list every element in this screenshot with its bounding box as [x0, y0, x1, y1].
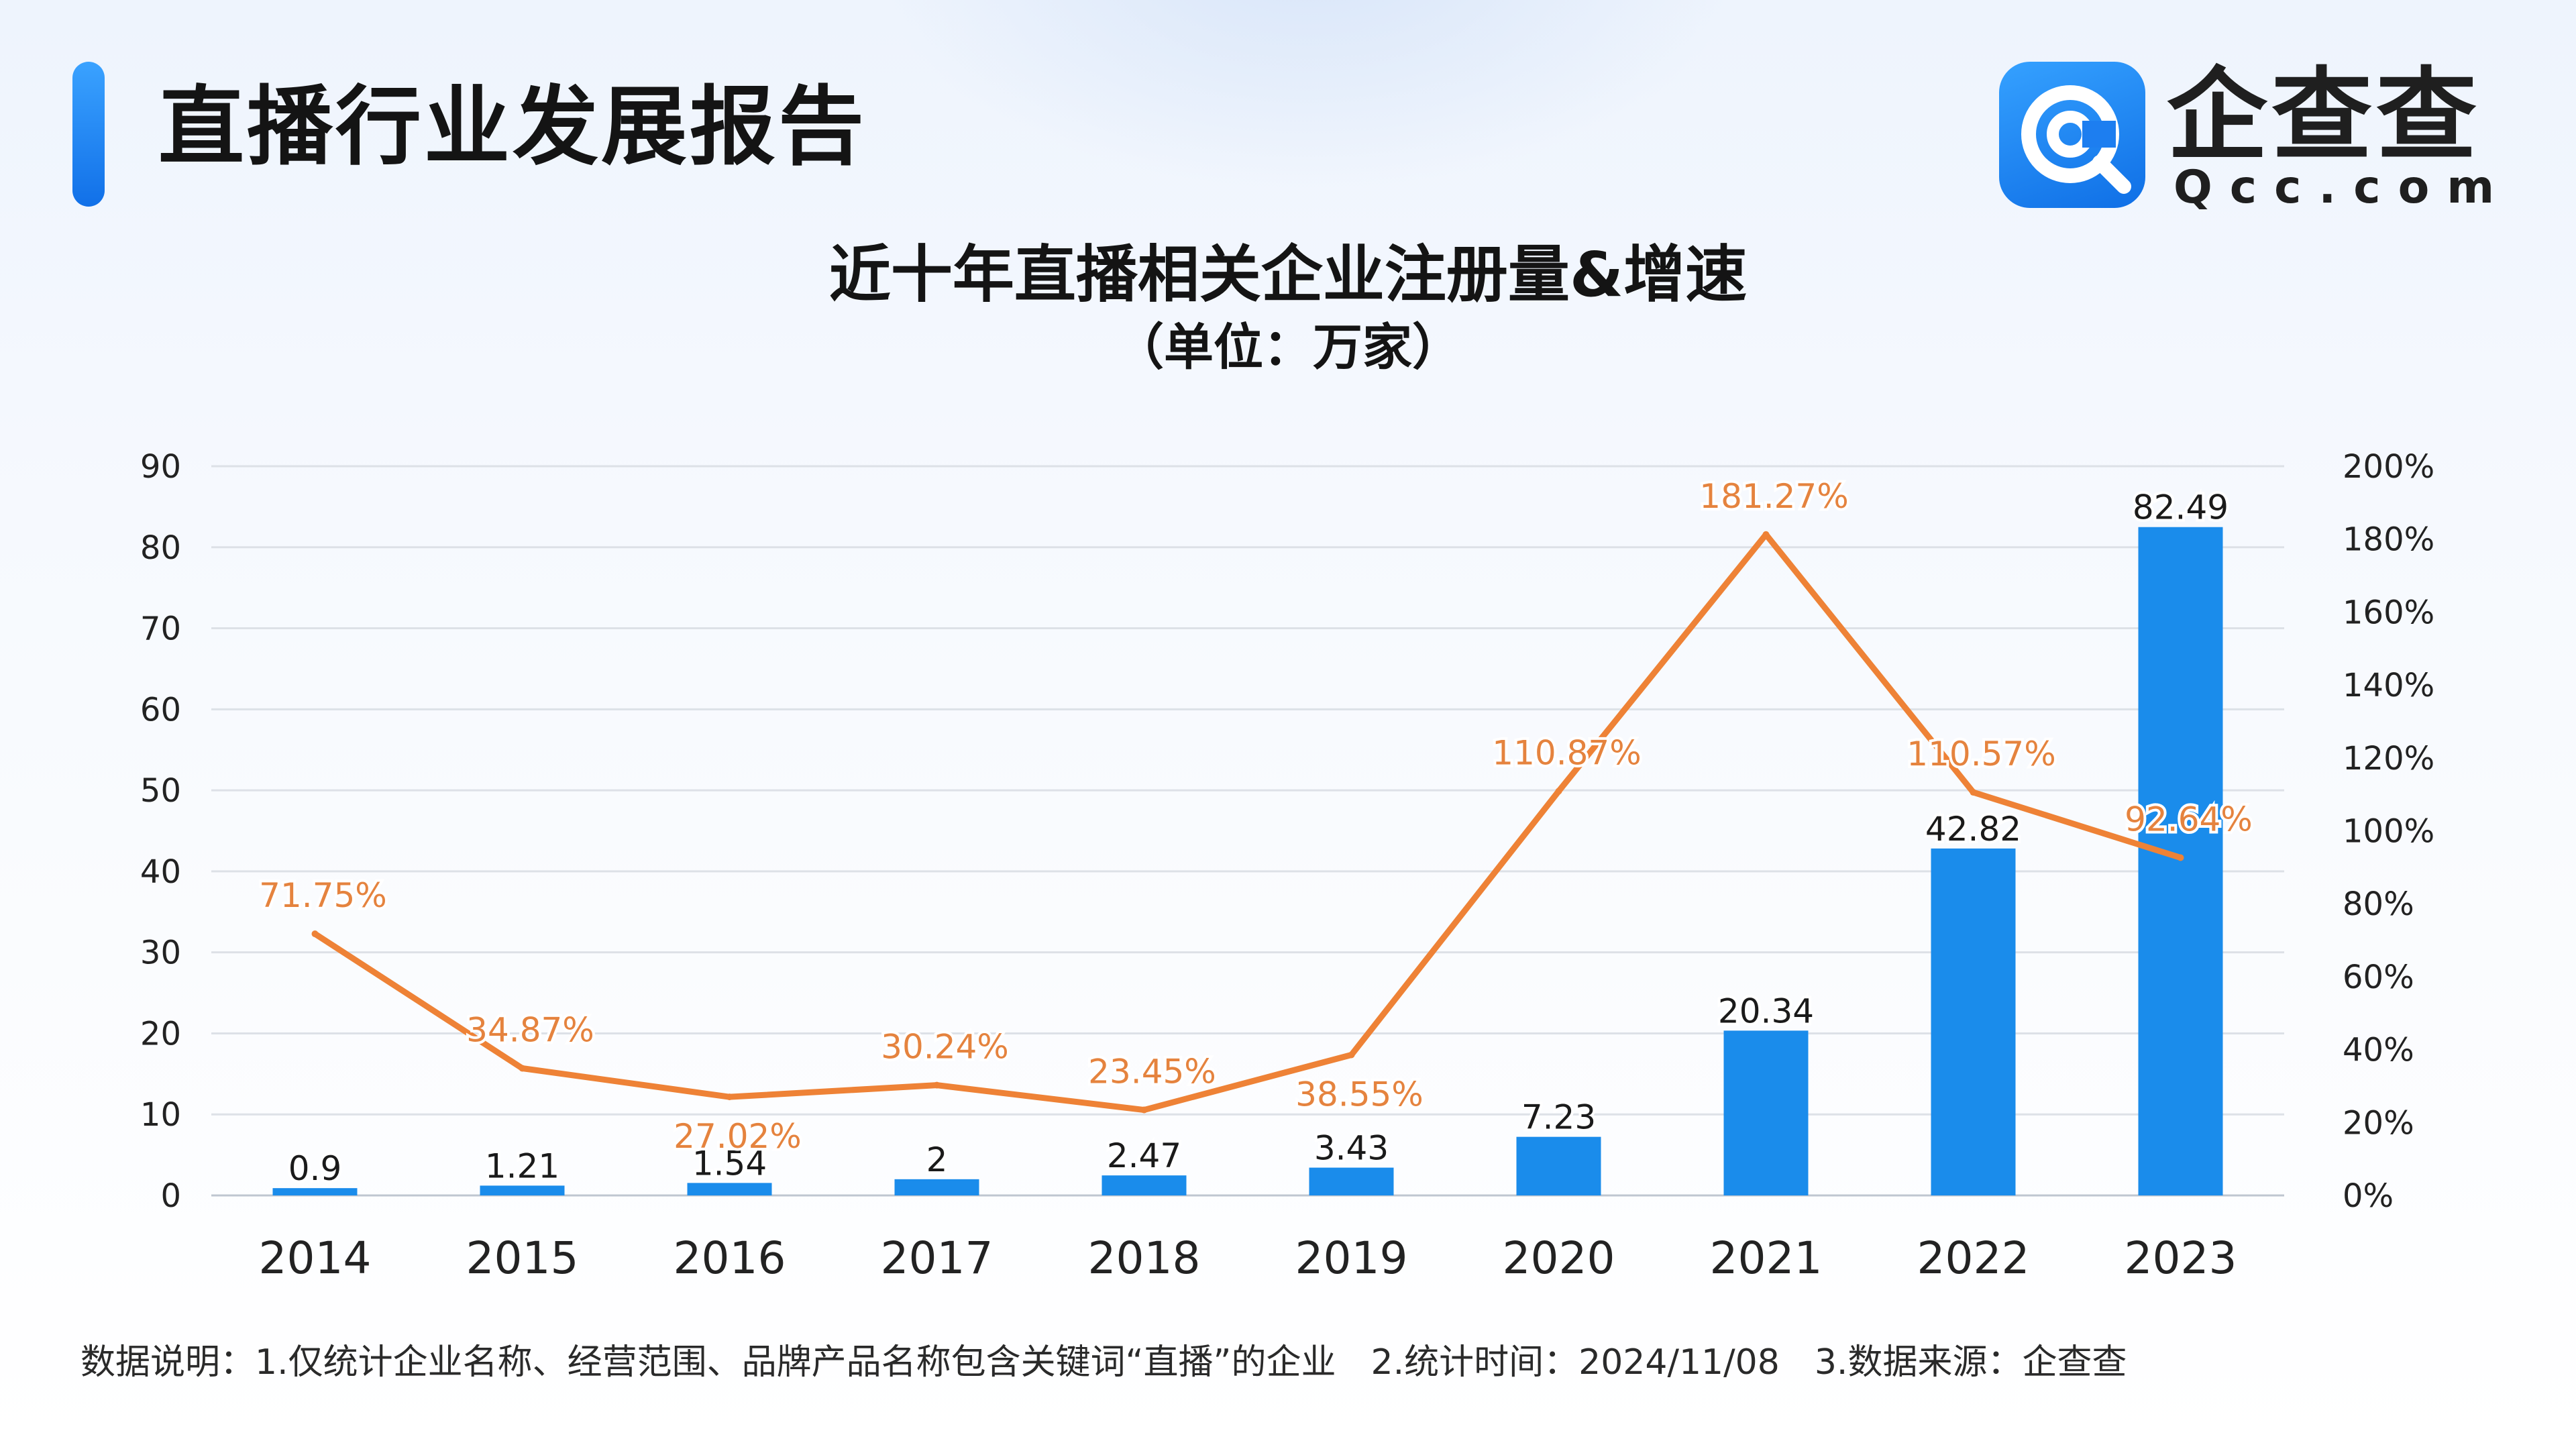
x-tick-label: 2019: [1295, 1232, 1408, 1284]
bar-value-label: 3.43: [1314, 1129, 1389, 1168]
bar-value-label: 1.21: [485, 1146, 559, 1185]
growth-point: [1762, 531, 1770, 538]
y-left-tick-label: 0: [160, 1177, 181, 1215]
y-left-tick-label: 90: [140, 448, 181, 486]
y-right-tick-label: 160%: [2343, 594, 2434, 631]
y-left-tick-label: 80: [140, 529, 181, 567]
title-accent-bar: [72, 62, 105, 207]
bar: [2138, 527, 2223, 1195]
growth-point: [519, 1065, 526, 1072]
y-right-tick-label: 20%: [2343, 1104, 2414, 1142]
bar: [480, 1185, 565, 1195]
y-right-tick-label: 60%: [2343, 959, 2414, 996]
y-right-tick-label: 180%: [2343, 521, 2434, 559]
bar-value-label: 82.49: [2133, 488, 2229, 527]
y-right-tick-label: 40%: [2343, 1032, 2414, 1069]
bar: [1516, 1136, 1601, 1195]
y-left-tick-label: 70: [140, 610, 181, 648]
x-tick-label: 2021: [1710, 1232, 1823, 1284]
growth-point: [1348, 1051, 1355, 1059]
growth-point: [311, 930, 319, 938]
growth-value-label: 92.64%: [2125, 800, 2253, 839]
y-left-tick-label: 60: [140, 691, 181, 729]
axes: 0 10 20 30 40 50 60 70 80 90 0% 20% 40% 60% 80% 100% 120…: [140, 448, 2434, 1284]
growth-point: [1555, 788, 1562, 795]
bar-value-label: 0.9: [288, 1149, 342, 1188]
growth-point: [2177, 854, 2184, 861]
growth-value-label: 181.27%: [1699, 477, 1848, 516]
bar-series: [272, 527, 2223, 1195]
y-left-tick-label: 40: [140, 853, 181, 891]
growth-value-label: 30.24%: [881, 1028, 1009, 1067]
growth-value-label: 71.75%: [259, 876, 387, 915]
y-right-tick-label: 100%: [2343, 813, 2434, 851]
growth-point: [1140, 1106, 1148, 1114]
data-labels: 0.9 1.21 1.54 2 2.47 3.43 7.23 20.34 42.82 82.49 7…: [256, 474, 2255, 1191]
footnote-date: 2.统计时间：2024/11/08: [1371, 1342, 1780, 1383]
bar-value-label: 42.82: [1925, 810, 2021, 849]
bar-value-label: 1.54: [692, 1144, 767, 1183]
bar: [1931, 848, 2016, 1195]
footnote-scope: 数据说明：1.仅统计企业名称、经营范围、品牌产品名称包含关键词“直播”的企业: [80, 1342, 1336, 1383]
x-tick-label: 2020: [1503, 1232, 1615, 1284]
bar-value-label: 7.23: [1521, 1098, 1596, 1137]
y-right-tick-label: 120%: [2343, 740, 2434, 777]
growth-point: [1970, 789, 1977, 796]
y-right-tick-label: 80%: [2343, 885, 2414, 923]
x-tick-label: 2018: [1088, 1232, 1201, 1284]
y-left-tick-label: 30: [140, 934, 181, 972]
bar-value-label: 2: [926, 1140, 948, 1179]
x-tick-label: 2022: [1917, 1232, 2030, 1284]
bar-value-label: 20.34: [1718, 991, 1814, 1030]
growth-value-label: 34.87%: [466, 1010, 594, 1049]
bar: [1102, 1175, 1187, 1195]
y-right-tick-label: 200%: [2343, 448, 2434, 486]
growth-point: [726, 1093, 733, 1101]
y-right-tick-label: 140%: [2343, 667, 2434, 704]
x-tick-label: 2015: [466, 1232, 579, 1284]
x-tick-label: 2017: [881, 1232, 994, 1284]
brand-domain: Qcc.com: [2174, 161, 2512, 214]
bar: [272, 1188, 358, 1195]
x-tick-label: 2014: [259, 1232, 372, 1284]
growth-value-label: 23.45%: [1088, 1053, 1216, 1091]
footnote-source: 3.数据来源：企查查: [1814, 1342, 2127, 1383]
growth-line-series: [311, 531, 2184, 1114]
bar: [894, 1179, 979, 1195]
brand-name: 企查查: [2167, 58, 2481, 174]
x-tick-label: 2016: [674, 1232, 786, 1284]
footnote: 数据说明：1.仅统计企业名称、经营范围、品牌产品名称包含关键词“直播”的企业 2.…: [80, 1339, 2161, 1386]
bar: [1309, 1167, 1394, 1195]
x-tick-label: 2023: [2125, 1232, 2237, 1284]
growth-line: [312, 531, 2184, 1114]
chart-title: 近十年直播相关企业注册量&增速: [828, 239, 1748, 311]
bar: [687, 1183, 772, 1195]
growth-point: [933, 1081, 941, 1089]
chart-subtitle: （单位：万家）: [1114, 319, 1462, 376]
y-left-tick-label: 10: [140, 1096, 181, 1134]
bar: [1723, 1030, 1809, 1195]
bar-value-label: 2.47: [1107, 1136, 1181, 1175]
page-title: 直播行业发展报告: [158, 77, 867, 177]
qcc-logo-icon: [1999, 62, 2145, 208]
growth-value-label: 38.55%: [1295, 1075, 1424, 1114]
growth-value-label: 110.57%: [1907, 735, 2055, 773]
y-right-tick-label: 0%: [2343, 1177, 2394, 1215]
qcc-logo-glyph-icon: [2021, 85, 2131, 194]
growth-value-label: 110.87%: [1492, 733, 1641, 772]
y-left-tick-label: 50: [140, 772, 181, 810]
y-left-tick-label: 20: [140, 1015, 181, 1053]
growth-value-label: 27.02%: [674, 1117, 802, 1156]
